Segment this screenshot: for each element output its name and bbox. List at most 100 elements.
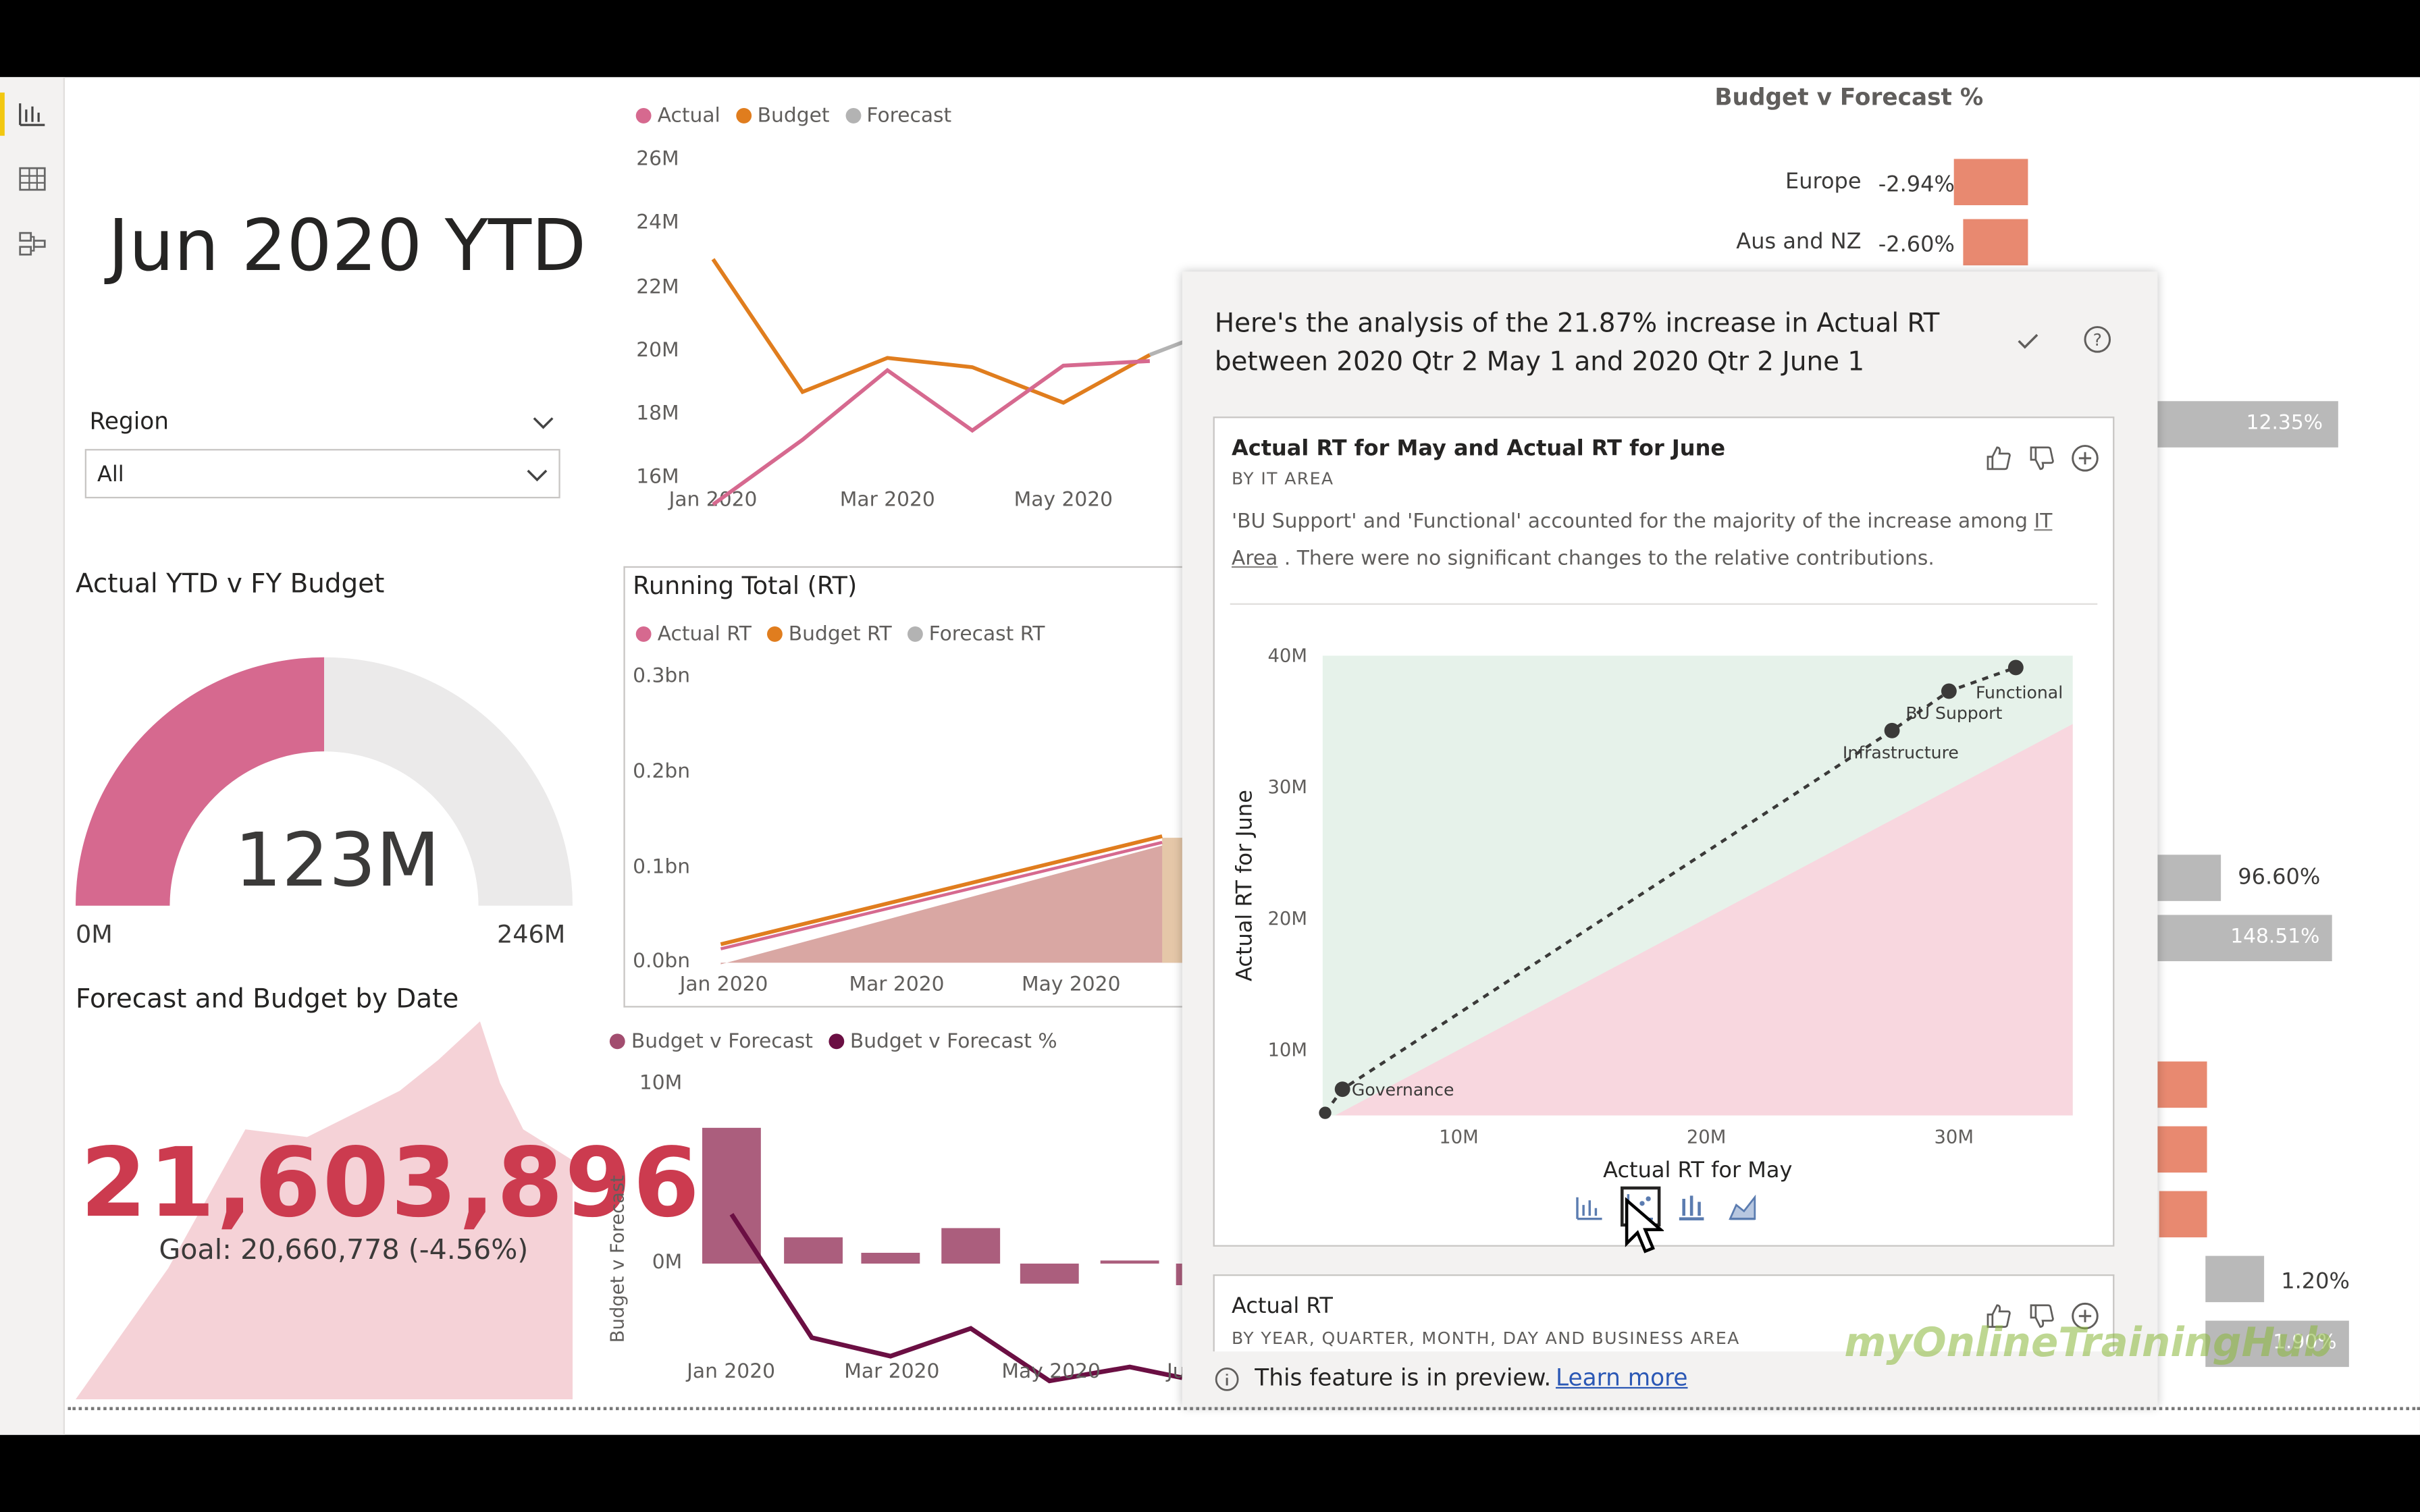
- chevron-down-icon[interactable]: [531, 414, 556, 432]
- y-tick: 10M: [1267, 1040, 1307, 1060]
- actual-line: [712, 359, 1150, 506]
- bvf-right-label: 1.20%: [2281, 1270, 2350, 1295]
- scatter-chart[interactable]: 40M 30M 20M 10M 10M 20M 30M Actual RT for May Ac…: [1215, 626, 2116, 1182]
- area-chart-icon[interactable]: [1725, 1189, 1759, 1223]
- legend-item-budget-rt[interactable]: Budget RT: [766, 623, 892, 647]
- info-icon: [1215, 1368, 1239, 1391]
- x-tick: Mar 2020: [840, 488, 935, 512]
- y-tick: 26M: [636, 147, 679, 171]
- bvf-row-bar[interactable]: [1963, 219, 2028, 266]
- bvf-row-bar[interactable]: [1953, 159, 2028, 205]
- y-axis-label: Actual RT for June: [1232, 790, 1257, 981]
- decrease-zone: [1322, 724, 2073, 1116]
- point-label: Functional: [1976, 683, 2063, 703]
- x-tick: Mar 2020: [844, 1360, 940, 1384]
- add-icon[interactable]: [2070, 1301, 2101, 1332]
- running-total-chart[interactable]: 0.3bn 0.2bn 0.1bn 0.0bn Jan 2020 Mar 202…: [625, 655, 1184, 1004]
- thumbs-down-icon[interactable]: [2026, 1301, 2057, 1332]
- bvf-row-bar[interactable]: [2159, 1191, 2207, 1238]
- legend-item-bvf-pct[interactable]: Budget v Forecast %: [828, 1031, 1057, 1054]
- region-dropdown[interactable]: All: [84, 449, 560, 499]
- report-canvas: Jun 2020 YTD Region All Actual YTD v FY …: [0, 77, 2420, 1435]
- legend-item-budget[interactable]: Budget: [735, 105, 830, 128]
- bvf-right-label: 96.60%: [2238, 865, 2321, 890]
- preview-text: This feature is in preview.: [1255, 1364, 1552, 1392]
- budget-line: [711, 258, 1151, 405]
- it-area-link[interactable]: IT Area: [1231, 510, 2053, 571]
- scatter-point: [1319, 1106, 1332, 1119]
- legend-item-bvf[interactable]: Budget v Forecast: [609, 1031, 813, 1054]
- mouse-cursor-icon: [1625, 1197, 1664, 1253]
- bvf-y-label: Budget v Forecast: [607, 1175, 628, 1343]
- help-icon[interactable]: ?: [2082, 324, 2113, 355]
- legend-item-forecast[interactable]: Forecast: [845, 105, 951, 128]
- insight-text: 'BU Support' and 'Functional' accounted …: [1231, 510, 2053, 571]
- column-chart-icon[interactable]: [1573, 1189, 1606, 1223]
- x-tick: May 2020: [1001, 1360, 1101, 1384]
- y-tick: 0.3bn: [633, 664, 690, 687]
- x-tick: Jan 2020: [679, 972, 768, 996]
- kpi-goal: Goal: 20,660,778 (-4.56%): [159, 1234, 529, 1267]
- running-total-visual[interactable]: [623, 566, 1182, 1008]
- insight-subtitle: BY YEAR, QUARTER, MONTH, DAY AND BUSINES…: [1231, 1328, 1740, 1349]
- x-axis-label: Actual RT for May: [1603, 1157, 1792, 1182]
- x-tick: May 2020: [1014, 488, 1113, 512]
- y-tick: 0.0bn: [633, 949, 690, 973]
- legend-item-actual-rt[interactable]: Actual RT: [635, 623, 752, 647]
- svg-text:?: ?: [2093, 330, 2102, 350]
- thumbs-up-icon[interactable]: [1983, 443, 2014, 474]
- learn-more-link[interactable]: Learn more: [1555, 1364, 1688, 1392]
- bvf-row-bar[interactable]: [2156, 1061, 2207, 1108]
- gauge-title: Actual YTD v FY Budget: [75, 569, 385, 601]
- bvf-bar: [784, 1237, 843, 1264]
- running-total-legend: Actual RT Budget RT Forecast RT: [635, 623, 1045, 647]
- x-tick: Jan 2020: [687, 1360, 776, 1384]
- y-tick: 24M: [636, 210, 679, 234]
- y-tick: 22M: [636, 275, 679, 298]
- bvf-row-value: -2.60%: [1878, 233, 1955, 258]
- divider: [1230, 603, 2098, 605]
- point-label: Infrastructure: [1843, 742, 1959, 762]
- legend-item-forecast-rt[interactable]: Forecast RT: [907, 623, 1045, 647]
- point-label: BU Support: [1905, 703, 2002, 723]
- thumbs-down-icon[interactable]: [2026, 443, 2057, 474]
- kpi-trend-area: [75, 1021, 573, 1400]
- report-view-icon[interactable]: [17, 101, 48, 128]
- page-title: Jun 2020 YTD: [107, 203, 587, 288]
- x-tick: 20M: [1687, 1127, 1727, 1148]
- model-view-icon[interactable]: [17, 230, 48, 258]
- bvf-row-bar[interactable]: 1.90%: [2205, 1320, 2349, 1368]
- bvf-bar: [941, 1228, 1001, 1264]
- region-dropdown-value: All: [97, 462, 124, 488]
- y-tick: 10M: [639, 1071, 682, 1095]
- bvf-row-bar[interactable]: [2156, 855, 2221, 901]
- bvf-bar: [861, 1252, 920, 1264]
- bvf-row-bar[interactable]: [2156, 1126, 2207, 1173]
- bvf-row-bar[interactable]: [2205, 1256, 2265, 1303]
- gauge-value: 123M: [234, 817, 440, 905]
- insight-title: Actual RT for May and Actual RT for June: [1231, 436, 1726, 462]
- scatter-point: [1941, 683, 1957, 699]
- x-tick: Jan 2020: [668, 488, 758, 512]
- add-icon[interactable]: [2070, 443, 2101, 474]
- point-label: Governance: [1352, 1080, 1454, 1100]
- scatter-point: [2007, 659, 2024, 676]
- gauge-chart[interactable]: [75, 655, 573, 910]
- check-icon[interactable]: [2013, 325, 2044, 356]
- region-label: Region: [89, 407, 169, 435]
- bvf-row-label: Aus and NZ: [1736, 230, 1862, 255]
- thumbs-up-icon[interactable]: [1983, 1301, 2014, 1332]
- bvf-chart[interactable]: Budget v Forecast 10M 0M: [602, 1064, 1182, 1404]
- stacked-column-icon[interactable]: [1675, 1189, 1708, 1223]
- bvf-percent-title: Budget v Forecast %: [1714, 83, 1984, 111]
- y-tick: 40M: [1267, 646, 1307, 667]
- bvf-row-bar[interactable]: 148.51%: [2156, 915, 2332, 961]
- y-tick: 20M: [636, 338, 679, 362]
- x-tick: May 2020: [1022, 972, 1120, 996]
- y-tick: 30M: [1267, 777, 1307, 798]
- x-tick: Mar 2020: [849, 972, 944, 996]
- data-view-icon[interactable]: [17, 165, 48, 193]
- bvf-row-bar[interactable]: 12.35%: [2156, 401, 2338, 448]
- bvf-bar: [1100, 1260, 1159, 1264]
- legend-item-actual[interactable]: Actual: [635, 105, 720, 128]
